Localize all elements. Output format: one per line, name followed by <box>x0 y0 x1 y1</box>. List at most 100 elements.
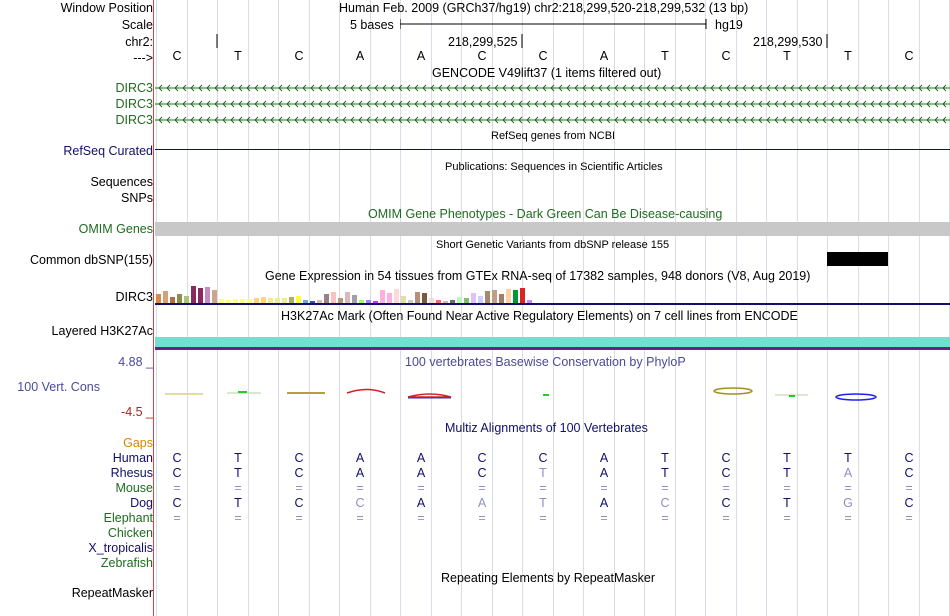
multiz-species-label[interactable]: X_tropicalis <box>88 541 153 555</box>
gtex-tissue-bar[interactable] <box>401 296 406 303</box>
gtex-tissue-bar[interactable] <box>240 299 245 303</box>
gtex-tissue-bar[interactable] <box>156 294 161 303</box>
gtex-tissue-bar[interactable] <box>492 290 497 303</box>
gtex-tissue-bar[interactable] <box>457 297 462 303</box>
multiz-species-label[interactable]: Chicken <box>107 526 153 540</box>
gtex-track-title[interactable]: Gene Expression in 54 tissues from GTEx … <box>265 269 811 283</box>
gtex-tissue-bar[interactable] <box>212 290 217 303</box>
gtex-tissue-bar[interactable] <box>254 298 259 303</box>
h3k27ac-signal-purple[interactable] <box>155 347 950 350</box>
dbsnp-track-title[interactable]: Short Genetic Variants from dbSNP releas… <box>436 239 670 251</box>
gtex-tissue-bar[interactable] <box>247 299 252 303</box>
gtex-tissue-bar[interactable] <box>499 294 504 303</box>
gtex-tissue-bar[interactable] <box>443 301 448 303</box>
gtex-tissue-bar[interactable] <box>345 292 350 303</box>
gtex-tissue-bar[interactable] <box>506 289 511 303</box>
gtex-tissue-bar[interactable] <box>464 298 469 303</box>
gtex-tissue-bar[interactable] <box>275 298 280 303</box>
gencode-transcript-strand[interactable] <box>155 100 950 108</box>
gtex-tissue-bar[interactable] <box>471 293 476 303</box>
gtex-tissue-bar[interactable] <box>415 292 420 303</box>
gtex-tissue-bar[interactable] <box>177 294 182 303</box>
multiz-track-title[interactable]: Multiz Alignments of 100 Vertebrates <box>445 421 648 435</box>
multiz-species-label[interactable]: Mouse <box>115 481 153 495</box>
refseq-gene-line[interactable] <box>155 149 950 150</box>
multiz-gaps-label[interactable]: Gaps <box>123 436 153 450</box>
gtex-tissue-bar[interactable] <box>261 297 266 303</box>
h3k27ac-signal-teal[interactable] <box>155 337 950 347</box>
gtex-tissue-bar[interactable] <box>191 286 196 303</box>
gtex-tissue-bar[interactable] <box>226 300 231 303</box>
multiz-species-label[interactable]: Rhesus <box>110 466 153 480</box>
gtex-tissue-bar[interactable] <box>422 293 427 303</box>
gtex-tissue-bar[interactable] <box>394 289 399 303</box>
repeatmasker-track-label[interactable]: RepeatMasker <box>71 586 153 600</box>
track-area[interactable]: Human Feb. 2009 (GRCh37/hg19) chr2:218,2… <box>155 0 950 616</box>
gencode-item-label[interactable]: DIRC3 <box>115 81 153 95</box>
gencode-item-label[interactable]: DIRC3 <box>115 97 153 111</box>
multiz-species-label[interactable]: Zebrafish <box>100 556 153 570</box>
gtex-tissue-bar[interactable] <box>373 301 378 303</box>
gtex-tissue-bar[interactable] <box>513 290 518 303</box>
h3k27ac-track-title[interactable]: H3K27Ac Mark (Often Found Near Active Re… <box>281 309 798 323</box>
gtex-track-label[interactable]: DIRC3 <box>115 290 153 304</box>
gtex-tissue-bar[interactable] <box>359 300 364 303</box>
gtex-tissue-bar[interactable] <box>485 291 490 303</box>
dbsnp-track-label[interactable]: Common dbSNP(155) <box>30 253 153 267</box>
omim-phenotype-bar[interactable] <box>155 222 950 236</box>
multiz-species-label[interactable]: Elephant <box>103 511 153 525</box>
publications-sequences-label[interactable]: Sequences <box>90 175 153 189</box>
gtex-tissue-bar[interactable] <box>219 299 224 303</box>
gtex-tissue-bar[interactable] <box>366 300 371 303</box>
gtex-tissue-bar[interactable] <box>478 296 483 303</box>
multiz-alignment-base: = <box>295 481 303 495</box>
strand-label[interactable]: ---> <box>133 51 153 65</box>
gtex-tissue-bar[interactable] <box>527 300 532 303</box>
gtex-tissue-bar[interactable] <box>338 298 343 303</box>
gencode-track-title[interactable]: GENCODE V49lift37 (1 items filtered out) <box>432 66 662 80</box>
gtex-tissue-bar[interactable] <box>436 300 441 303</box>
gtex-tissue-bar[interactable] <box>331 292 336 303</box>
phylop-track-title[interactable]: 100 vertebrates Basewise Conservation by… <box>405 355 686 369</box>
phylop-track-label[interactable]: 100 Vert. Cons <box>17 380 100 394</box>
publications-snps-label[interactable]: SNPs <box>121 191 153 205</box>
gtex-tissue-bar[interactable] <box>380 290 385 303</box>
gtex-tissue-bar[interactable] <box>450 300 455 303</box>
gtex-tissue-bar[interactable] <box>520 288 525 303</box>
gtex-tissue-bar[interactable] <box>205 287 210 303</box>
gtex-tissue-bar[interactable] <box>387 293 392 303</box>
gtex-tissue-bar[interactable] <box>289 297 294 303</box>
gtex-tissue-bar[interactable] <box>296 296 301 303</box>
h3k27ac-track-label[interactable]: Layered H3K27Ac <box>51 324 153 338</box>
gtex-tissue-bar[interactable] <box>184 296 189 303</box>
refseq-track-label[interactable]: RefSeq Curated <box>63 144 153 158</box>
gtex-tissue-bar[interactable] <box>324 294 329 303</box>
omim-track-title[interactable]: OMIM Gene Phenotypes - Dark Green Can Be… <box>368 207 723 221</box>
gtex-tissue-bar[interactable] <box>352 295 357 303</box>
multiz-species-label[interactable]: Human <box>112 451 153 465</box>
omim-track-label[interactable]: OMIM Genes <box>78 222 153 236</box>
gtex-expression-bars[interactable] <box>155 284 555 304</box>
gtex-tissue-bar[interactable] <box>163 291 168 303</box>
gtex-tissue-bar[interactable] <box>170 297 175 303</box>
gtex-tissue-bar[interactable] <box>198 288 203 303</box>
gtex-tissue-bar[interactable] <box>317 300 322 303</box>
refseq-track-title[interactable]: RefSeq genes from NCBI <box>491 130 616 142</box>
grid-line <box>430 0 432 616</box>
gencode-transcript-strand[interactable] <box>155 84 950 92</box>
gencode-transcript-strand[interactable] <box>155 116 950 124</box>
dbsnp-variant-block[interactable] <box>827 252 888 266</box>
gtex-tissue-bar[interactable] <box>310 301 315 303</box>
gtex-tissue-bar[interactable] <box>282 298 287 303</box>
gtex-tissue-bar[interactable] <box>268 298 273 303</box>
multiz-species-label[interactable]: Dog <box>130 496 153 510</box>
repeatmasker-track-title[interactable]: Repeating Elements by RepeatMasker <box>441 571 656 585</box>
gtex-tissue-bar[interactable] <box>408 300 413 303</box>
phylop-conservation-plot[interactable] <box>155 380 950 410</box>
gtex-tissue-bar[interactable] <box>303 300 308 303</box>
gencode-item-label[interactable]: DIRC3 <box>115 113 153 127</box>
gtex-tissue-bar[interactable] <box>233 299 238 303</box>
publications-track-title[interactable]: Publications: Sequences in Scientific Ar… <box>445 161 663 173</box>
gtex-tissue-bar[interactable] <box>429 298 434 303</box>
